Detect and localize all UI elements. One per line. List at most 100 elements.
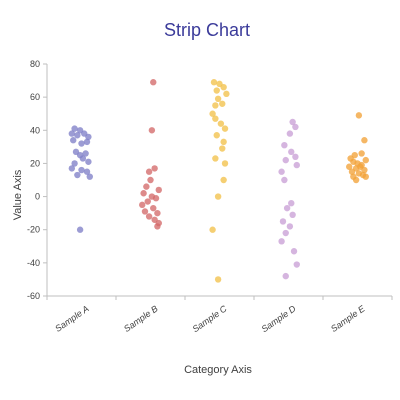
chart-title: Strip Chart [164,20,250,40]
data-point [286,130,294,137]
data-point [209,226,216,233]
data-point [348,168,356,175]
data-point [71,125,78,132]
x-axis-title: Category Axis [184,364,252,376]
data-point [293,261,300,268]
data-point [151,165,158,172]
y-tick-label: 40 [30,125,40,135]
data-point [362,156,369,164]
data-point [289,118,296,126]
series-sample-c [209,79,230,283]
y-tick-label: -20 [27,225,40,235]
data-point [154,209,161,217]
data-point [212,155,219,162]
data-point [220,84,227,91]
data-point [78,166,85,174]
data-point [286,223,294,230]
series-sample-a [68,125,93,233]
data-point [281,142,288,149]
data-point [281,176,288,184]
data-point [83,138,91,146]
data-point [278,168,285,175]
data-point [288,200,295,207]
data-point [74,171,81,179]
data-point [140,190,147,197]
data-point [74,132,81,139]
data-point [150,204,157,212]
data-point [155,186,162,194]
y-tick-label: 0 [35,192,40,202]
data-point [212,102,219,109]
category-label: Sample C [191,303,230,334]
data-point [217,120,225,127]
data-point [85,158,92,165]
series-sample-b [139,79,162,230]
data-point [79,155,87,162]
data-point [361,137,368,144]
data-point [221,160,229,167]
data-point [292,153,299,160]
data-point [145,168,153,175]
data-point [219,145,226,152]
data-point [78,140,85,147]
data-point [278,238,285,245]
data-point [358,150,365,157]
data-points [68,79,369,283]
data-point [70,137,77,144]
data-point [223,90,230,98]
y-axis-title: Value Axis [12,169,24,220]
category-label: Sample B [122,303,160,334]
series-sample-d [278,118,300,280]
data-point [282,156,289,164]
data-point [141,208,149,215]
data-point [139,201,146,209]
data-point [361,166,368,174]
data-point [76,226,84,233]
data-point [152,195,160,202]
y-tick-label: 80 [30,59,40,69]
data-point [352,176,360,184]
data-point [293,161,300,169]
data-point [289,211,296,218]
category-label: Sample E [329,303,368,334]
y-tick-label: 20 [30,158,40,168]
data-point [290,248,298,255]
data-point [214,276,222,283]
data-point [219,100,226,107]
data-point [154,223,161,230]
data-point [213,132,220,139]
data-point [221,125,229,132]
data-point [82,150,89,157]
data-point [213,87,220,94]
data-point [220,176,227,184]
data-point [282,229,289,237]
data-point [85,133,92,141]
category-label: Sample D [260,303,299,334]
data-point [147,176,154,184]
data-point [279,218,287,225]
data-point [212,115,219,122]
series-sample-e [346,112,369,184]
data-point [83,168,91,175]
data-point [210,79,218,86]
data-point [292,123,299,131]
data-point [86,173,93,180]
data-point [362,173,369,180]
data-point [283,204,291,212]
data-point [220,138,227,146]
data-point [143,183,150,190]
data-point [209,110,216,117]
data-point [68,165,76,172]
category-label: Sample A [53,303,90,333]
data-point [150,79,157,86]
data-point [145,213,153,220]
x-axis: Sample A Sample B Sample C Sample D Sample E [46,295,393,334]
y-axis: -60 -40 -20 0 20 40 60 80 [27,59,48,301]
data-point [288,148,295,156]
y-tick-label: 60 [30,92,40,102]
data-point [355,112,363,119]
data-point [346,163,353,170]
y-tick-label: -40 [27,258,40,268]
